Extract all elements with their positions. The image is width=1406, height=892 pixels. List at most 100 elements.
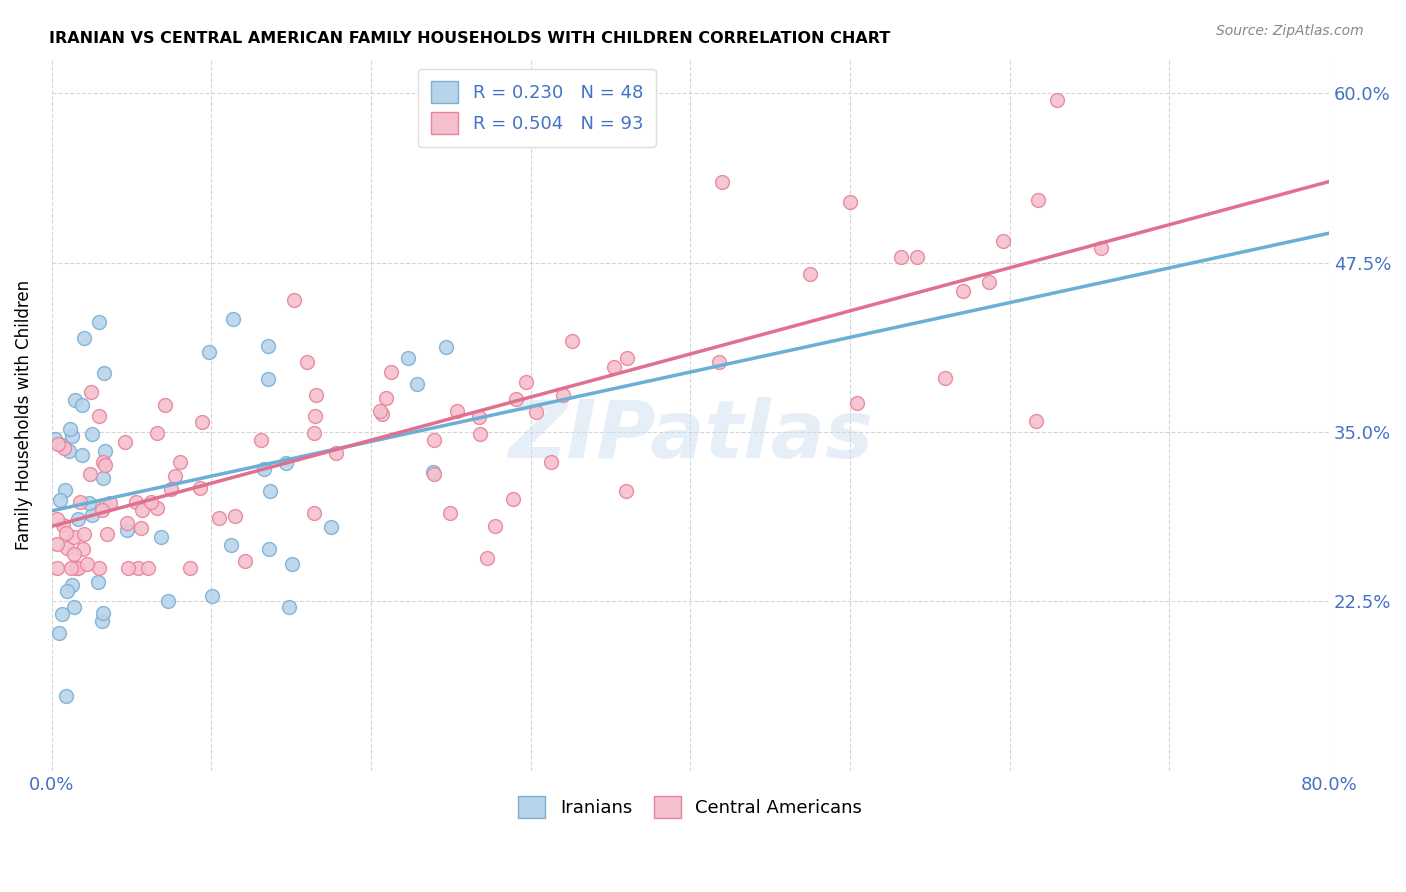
Point: [934, 371, 956, 385]
Point: [70, 398, 93, 412]
Point: [58, 444, 80, 458]
Point: [188, 481, 211, 495]
Point: [131, 503, 153, 517]
Point: [515, 376, 537, 390]
Text: ZIPatlas: ZIPatlas: [508, 398, 873, 475]
Point: [505, 392, 527, 406]
Point: [368, 403, 391, 417]
Point: [51, 438, 73, 452]
Point: [70, 448, 93, 462]
Point: [157, 593, 180, 607]
Point: [200, 589, 222, 603]
Point: [224, 509, 246, 524]
Point: [219, 538, 242, 552]
Point: [141, 495, 163, 509]
Point: [46, 512, 69, 526]
Point: [87, 574, 110, 589]
Point: [114, 434, 136, 449]
Point: [52, 441, 75, 455]
Point: [551, 388, 574, 402]
Point: [94, 498, 117, 512]
Point: [136, 560, 159, 574]
Point: [98, 496, 121, 510]
Point: [117, 523, 139, 537]
Point: [146, 500, 169, 515]
Text: IRANIAN VS CENTRAL AMERICAN FAMILY HOUSEHOLDS WITH CHILDREN CORRELATION CHART: IRANIAN VS CENTRAL AMERICAN FAMILY HOUSE…: [49, 31, 890, 46]
Point: [65, 560, 87, 574]
Point: [1090, 241, 1112, 255]
Point: [94, 444, 117, 458]
Point: [325, 446, 347, 460]
Text: Source: ZipAtlas.com: Source: ZipAtlas.com: [1216, 24, 1364, 38]
Point: [55, 541, 77, 555]
Point: [73, 331, 96, 345]
Point: [163, 468, 186, 483]
Point: [91, 615, 114, 629]
Point: [191, 415, 214, 429]
Point: [80, 426, 103, 441]
Point: [91, 455, 114, 469]
Point: [278, 600, 301, 615]
Point: [149, 529, 172, 543]
Point: [616, 351, 638, 365]
Point: [63, 530, 86, 544]
Point: [72, 542, 94, 557]
Point: [63, 547, 86, 561]
Point: [439, 506, 461, 520]
Point: [977, 275, 1000, 289]
Point: [304, 409, 326, 423]
Point: [59, 422, 82, 436]
Point: [302, 425, 325, 440]
Point: [434, 341, 457, 355]
Point: [87, 560, 110, 574]
Point: [540, 455, 562, 469]
Point: [253, 461, 276, 475]
Point: [80, 385, 103, 400]
Point: [63, 393, 86, 408]
Point: [952, 284, 974, 298]
Point: [274, 456, 297, 470]
Point: [446, 404, 468, 418]
Point: [614, 484, 637, 499]
Point: [799, 267, 821, 281]
Point: [44, 432, 66, 446]
Point: [1025, 414, 1047, 428]
Point: [422, 465, 444, 479]
Point: [283, 293, 305, 307]
Point: [423, 434, 446, 448]
Point: [423, 467, 446, 482]
Point: [115, 516, 138, 530]
Point: [1046, 93, 1069, 107]
Point: [846, 395, 869, 409]
Point: [51, 607, 73, 621]
Point: [60, 429, 83, 443]
Point: [304, 388, 326, 402]
Point: [53, 483, 76, 498]
Point: [281, 558, 304, 572]
Point: [87, 409, 110, 423]
Legend: Iranians, Central Americans: Iranians, Central Americans: [512, 789, 869, 826]
Point: [222, 311, 245, 326]
Point: [124, 495, 146, 509]
Point: [468, 427, 491, 442]
Point: [259, 483, 281, 498]
Point: [76, 558, 98, 572]
Point: [208, 510, 231, 524]
Point: [145, 425, 167, 440]
Point: [991, 234, 1014, 248]
Point: [79, 496, 101, 510]
Point: [890, 250, 912, 264]
Point: [129, 521, 152, 535]
Point: [375, 392, 398, 406]
Point: [396, 351, 419, 365]
Point: [250, 434, 273, 448]
Point: [55, 525, 77, 540]
Point: [179, 560, 201, 574]
Point: [69, 494, 91, 508]
Point: [80, 508, 103, 522]
Point: [73, 527, 96, 541]
Point: [91, 607, 114, 621]
Point: [89, 315, 111, 329]
Point: [60, 578, 83, 592]
Point: [561, 334, 583, 348]
